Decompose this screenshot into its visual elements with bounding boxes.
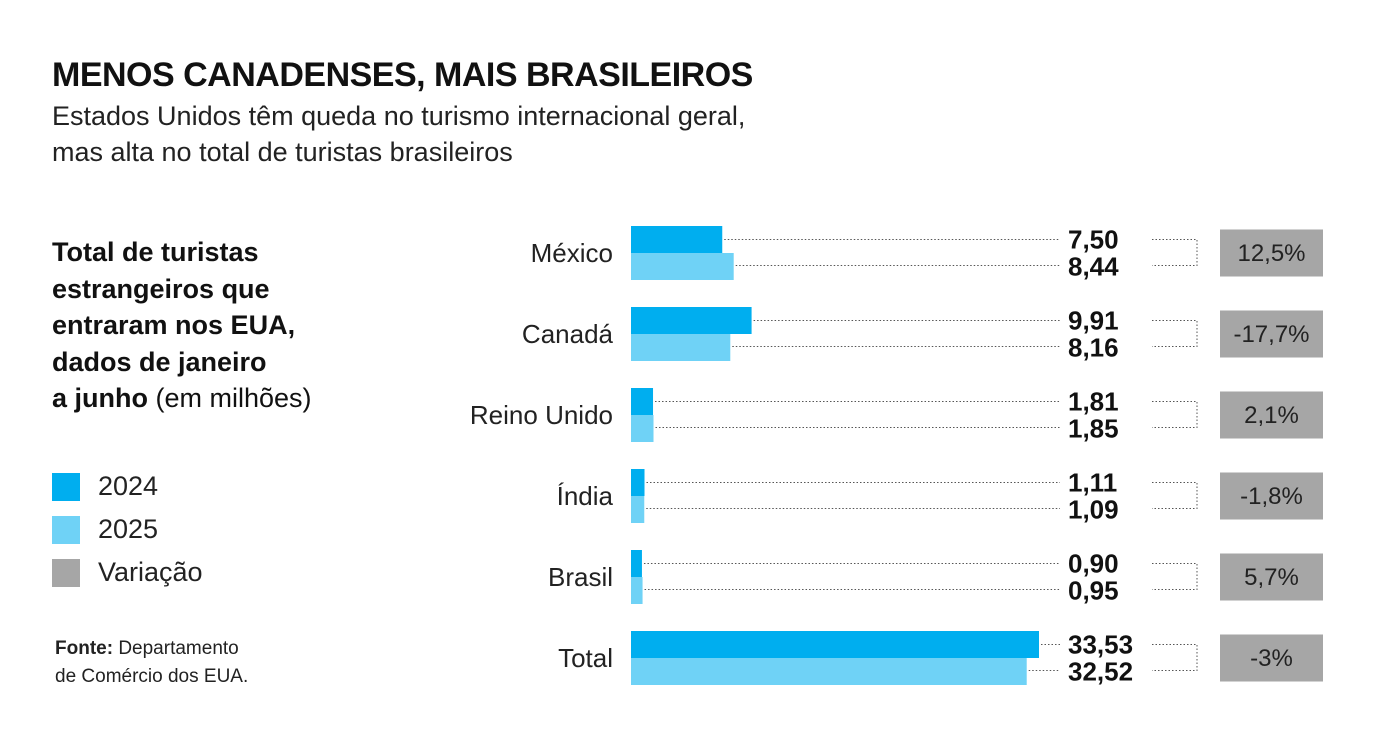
value-label-2025-cat-1: 8,16 [1068, 333, 1119, 363]
source-line-2: de Comércio dos EUA. [55, 666, 249, 687]
description-line-4: dados de janeiro [52, 346, 267, 377]
description-line-2: estrangeiros que [52, 273, 270, 304]
bracket-cat-2 [1152, 401, 1198, 428]
description-line-3: entraram nos EUA, [52, 310, 296, 340]
subtitle-line-1: Estados Unidos têm queda no turismo inte… [52, 101, 746, 131]
variation-box-cat-3 [1220, 472, 1323, 520]
chart-description: Total de turistas estrangeiros que entra… [52, 234, 352, 417]
chart-subtitle: Estados Unidos têm queda no turismo inte… [52, 98, 745, 170]
value-label-2024-cat-1: 9,91 [1068, 306, 1119, 336]
source-note: Fonte: Departamento de Comércio dos EUA. [55, 635, 248, 691]
source-label: Fonte: [55, 638, 114, 659]
value-label-2024-cat-0: 7,50 [1068, 225, 1119, 255]
category-label-cat-3: Índia [557, 481, 614, 511]
category-label-cat-0: México [531, 238, 613, 268]
variation-box-cat-2 [1220, 391, 1323, 439]
value-label-2025-cat-3: 1,09 [1068, 495, 1119, 525]
value-label-2025-cat-4: 0,95 [1068, 576, 1119, 606]
legend-label-variacao: Variação [98, 557, 203, 587]
bracket-cat-3 [1152, 482, 1198, 509]
category-label-cat-1: Canadá [522, 319, 614, 349]
legend: 2024 2025 Variação [52, 465, 203, 594]
variation-box-cat-0 [1220, 229, 1323, 277]
description-line-1: Total de turistas [52, 237, 259, 267]
source-line-1: Fonte: Departamento [55, 635, 248, 663]
variation-label-cat-4: 5,7% [1244, 564, 1299, 591]
legend-swatch-2025 [52, 515, 80, 544]
variation-label-cat-5: -3% [1250, 645, 1293, 672]
bar-2025-cat-3 [631, 496, 645, 523]
variation-label-cat-2: 2,1% [1244, 402, 1299, 429]
description-line-5: a junho (em milhões) [52, 380, 352, 417]
bar-2025-cat-0 [631, 253, 734, 280]
legend-item-2025: 2025 [52, 508, 203, 551]
value-label-2024-cat-4: 0,90 [1068, 549, 1119, 579]
legend-label-2024: 2024 [98, 471, 159, 501]
bracket-cat-4 [1152, 563, 1198, 590]
bracket-cat-1 [1152, 320, 1198, 347]
value-label-2025-cat-2: 1,85 [1068, 414, 1119, 444]
category-label-cat-4: Brasil [548, 562, 613, 592]
legend-swatch-variacao [52, 558, 80, 587]
chart-title: MENOS CANADENSES, MAIS BRASILEIROS [52, 56, 753, 94]
category-label-cat-2: Reino Unido [470, 400, 613, 430]
value-label-2024-cat-3: 1,11 [1068, 468, 1117, 498]
category-label-cat-5: Total [558, 643, 613, 673]
variation-box-cat-1 [1220, 310, 1323, 358]
variation-box-cat-5 [1220, 634, 1323, 682]
bar-2024-cat-2 [631, 388, 654, 415]
variation-label-cat-0: 12,5% [1237, 240, 1305, 267]
value-label-2025-cat-5: 32,52 [1068, 657, 1133, 687]
description-bold-part: a junho [52, 383, 148, 413]
description-unit: (em milhões) [148, 383, 312, 413]
bar-2025-cat-1 [631, 334, 731, 361]
bar-2025-cat-2 [631, 415, 654, 442]
bar-2024-cat-4 [631, 550, 642, 577]
legend-label-2025: 2025 [98, 514, 159, 544]
value-label-2025-cat-0: 8,44 [1068, 252, 1119, 282]
bar-2024-cat-5 [631, 631, 1039, 658]
source-text-1: Departamento [113, 638, 239, 659]
value-label-2024-cat-5: 33,53 [1068, 630, 1133, 660]
variation-label-cat-1: -17,7% [1233, 321, 1309, 348]
bracket-cat-5 [1152, 644, 1198, 671]
bar-2025-cat-5 [631, 658, 1027, 685]
bar-2024-cat-0 [631, 226, 723, 253]
bar-2024-cat-1 [631, 307, 752, 334]
variation-box-cat-4 [1220, 553, 1323, 601]
legend-item-2024: 2024 [52, 465, 203, 508]
bar-2024-cat-3 [631, 469, 645, 496]
legend-item-variacao: Variação [52, 551, 203, 594]
legend-swatch-2024 [52, 472, 80, 501]
variation-label-cat-3: -1,8% [1240, 483, 1303, 510]
bracket-cat-0 [1152, 239, 1198, 266]
bar-2025-cat-4 [631, 577, 643, 604]
subtitle-line-2: mas alta no total de turistas brasileiro… [52, 137, 513, 167]
value-label-2024-cat-2: 1,81 [1068, 387, 1119, 417]
